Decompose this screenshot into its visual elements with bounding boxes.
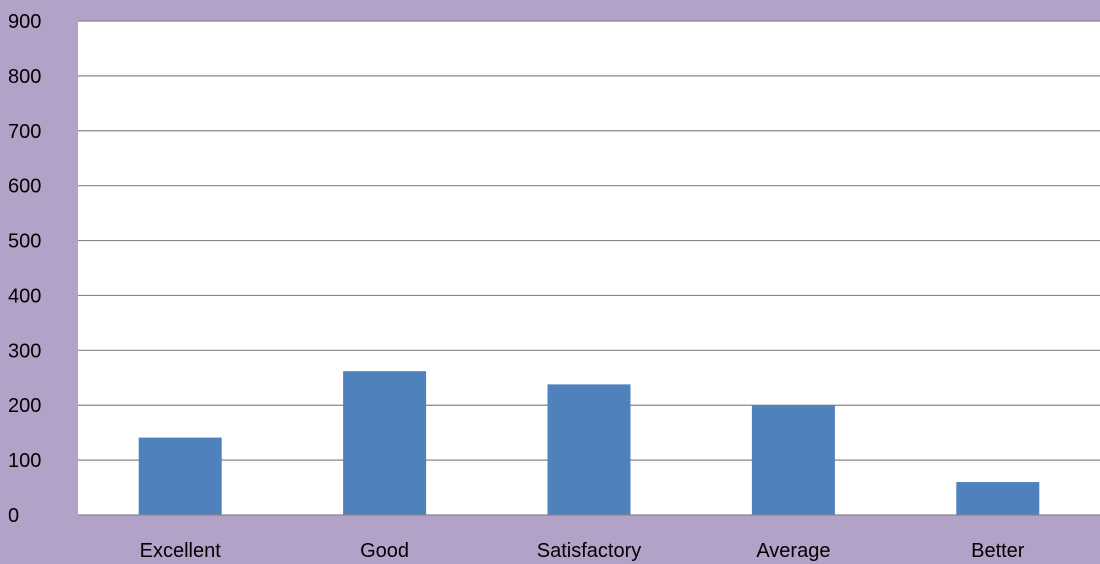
y-axis-tick-labels: 0 100 200 300 400 500 600 700 800 900 <box>8 11 41 527</box>
x-tick-label: Satisfactory <box>537 540 641 562</box>
bar-satisfactory <box>547 384 631 515</box>
y-tick-label: 700 <box>8 121 41 143</box>
bar-good <box>343 371 427 515</box>
y-tick-label: 300 <box>8 340 41 362</box>
x-tick-label: Better <box>971 540 1025 562</box>
y-tick-label: 100 <box>8 450 41 472</box>
bar-average <box>751 405 835 515</box>
y-tick-label: 200 <box>8 395 41 417</box>
y-tick-label: 900 <box>8 11 41 33</box>
y-tick-label: 800 <box>8 66 41 88</box>
y-tick-label: 500 <box>8 231 41 253</box>
y-tick-label: 0 <box>8 505 19 527</box>
bars <box>138 371 1040 515</box>
x-tick-label: Average <box>756 540 830 562</box>
y-tick-label: 600 <box>8 176 41 198</box>
x-tick-label: Good <box>360 540 409 562</box>
x-tick-label: Excellent <box>140 540 222 562</box>
bar-better <box>956 482 1040 515</box>
x-axis-tick-labels: Excellent Good Satisfactory Average Better <box>140 540 1025 562</box>
bar-excellent <box>138 437 222 515</box>
y-tick-label: 400 <box>8 285 41 307</box>
